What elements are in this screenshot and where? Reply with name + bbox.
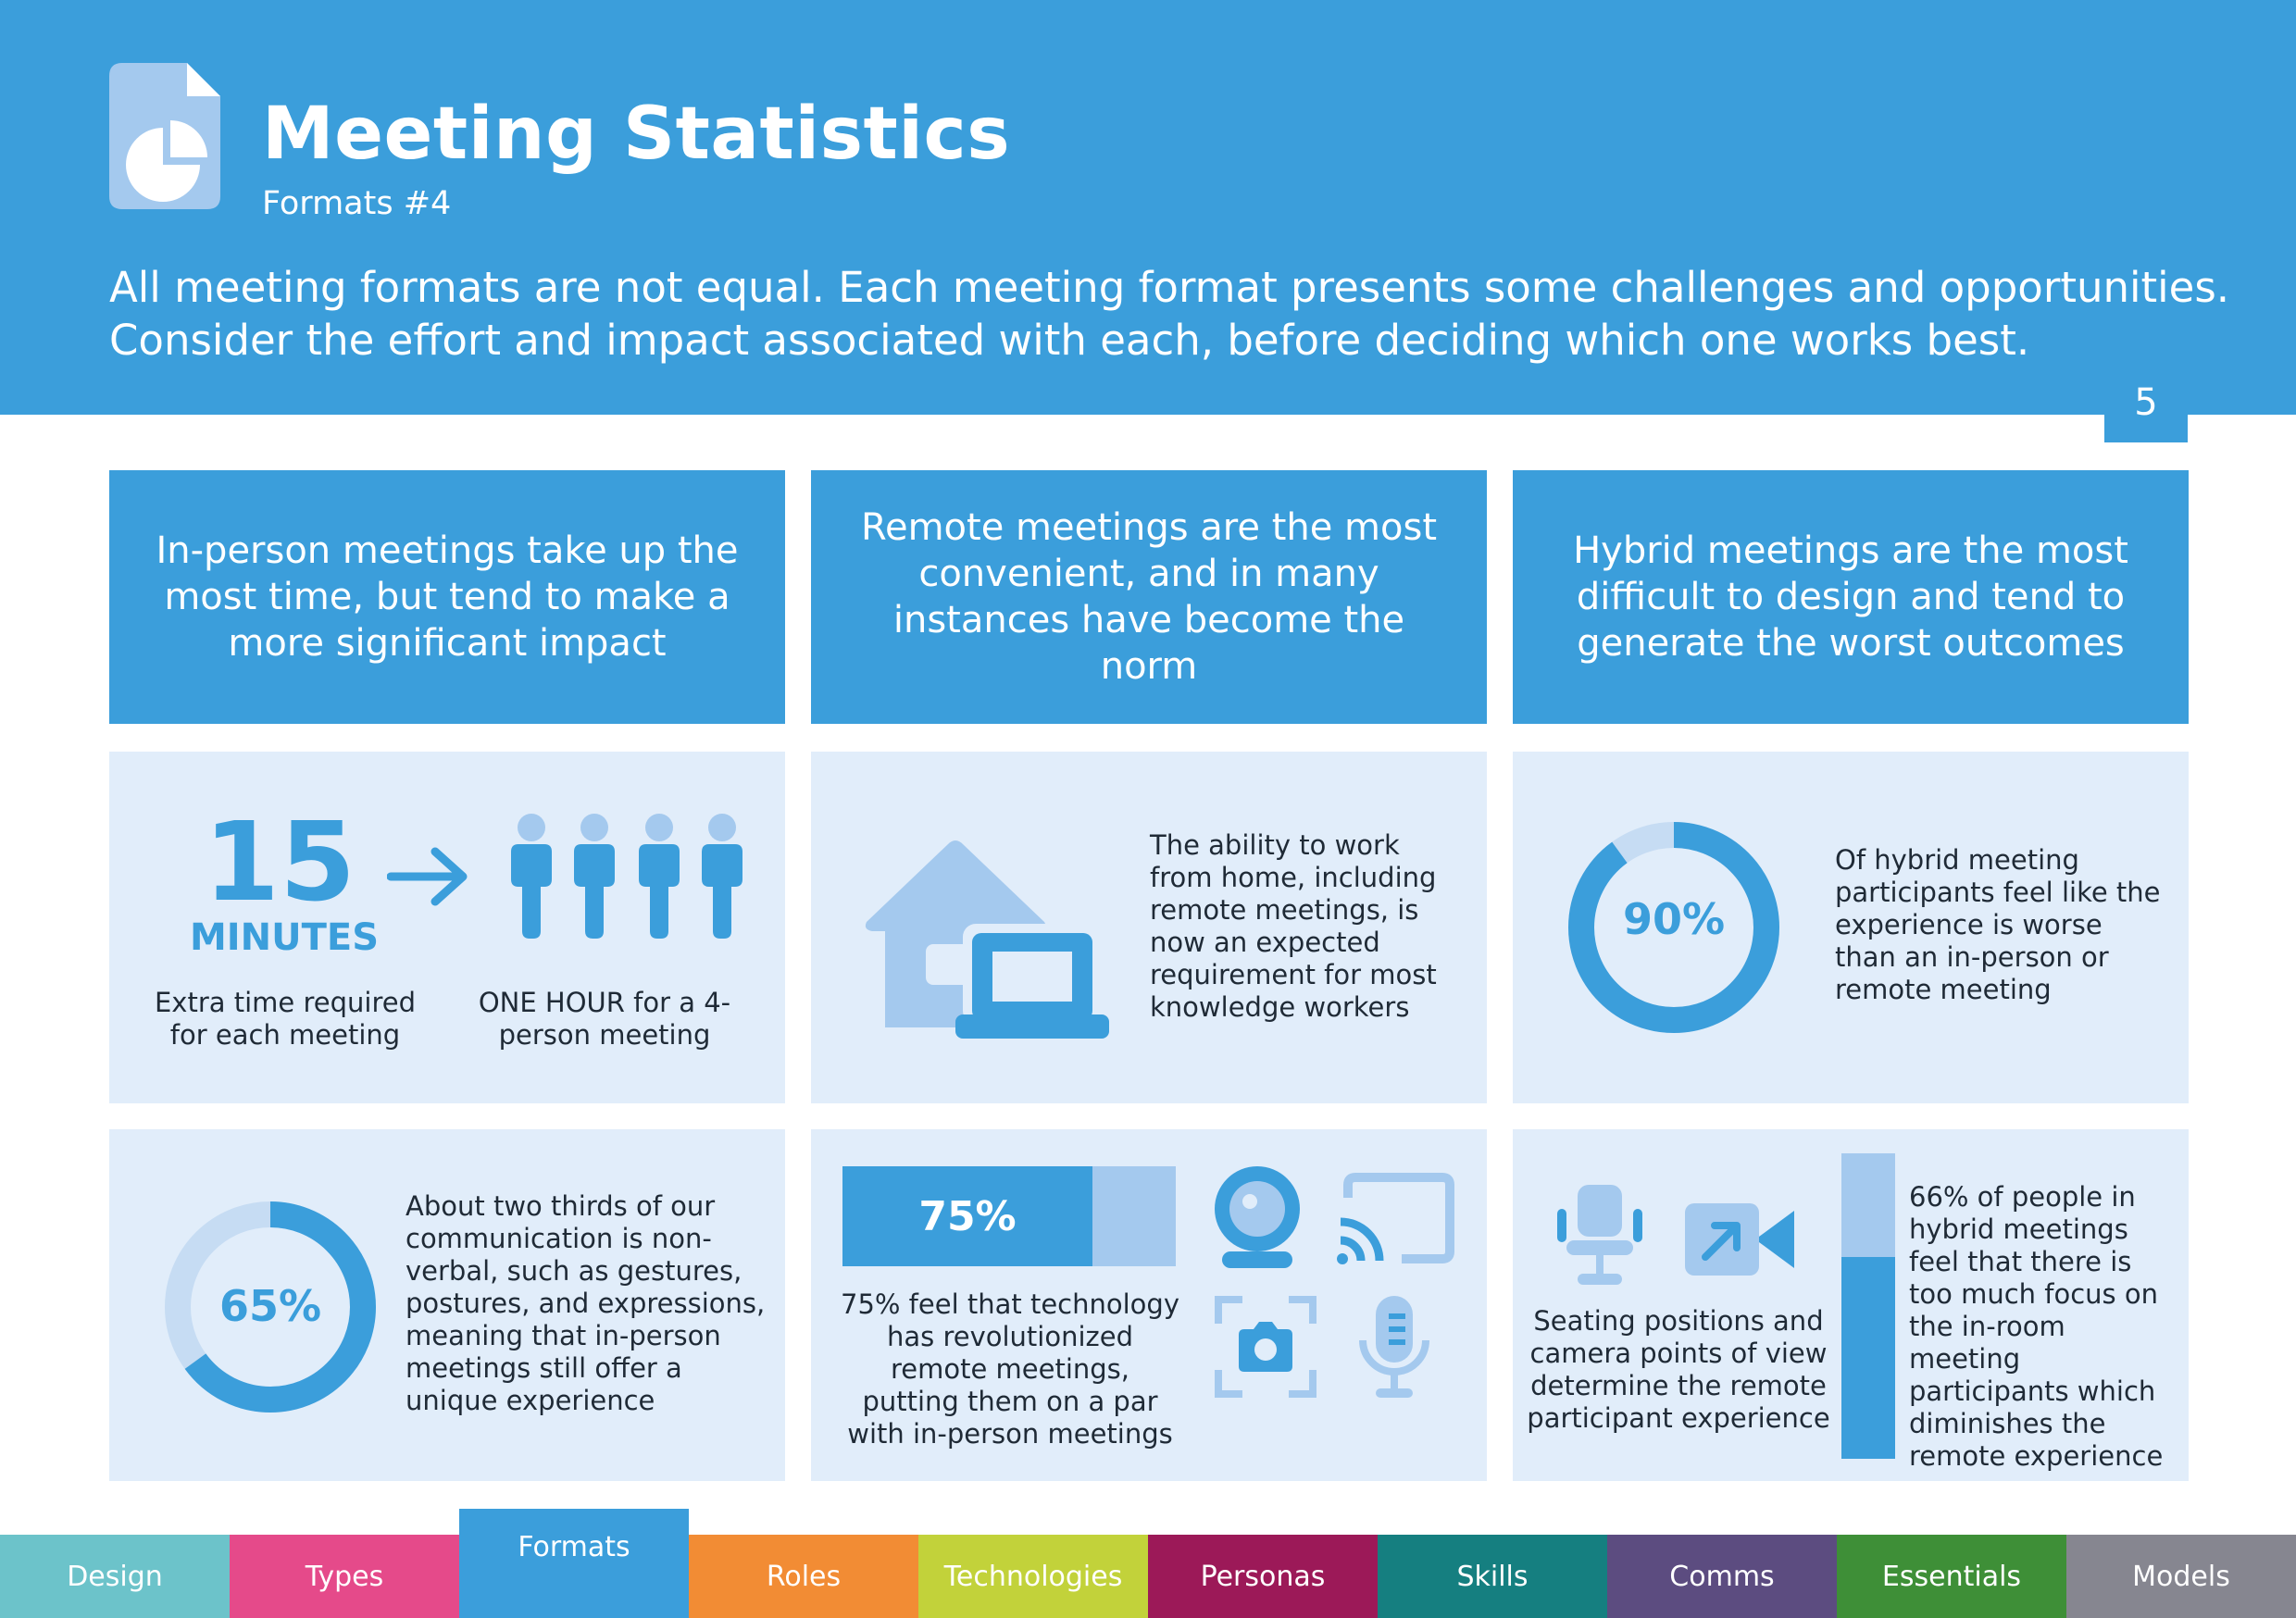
tab-roles[interactable]: Roles <box>689 1535 918 1618</box>
person-icon <box>574 814 615 939</box>
caption-seating: Seating positions and camera points of v… <box>1527 1305 1830 1434</box>
panel-technology: 75% 75% feel that technology has revolut… <box>811 1129 1487 1481</box>
person-icon <box>702 814 742 939</box>
bar-75-track: 75% <box>842 1166 1176 1266</box>
page-subtitle: Formats #4 <box>262 185 452 222</box>
tab-technologies[interactable]: Technologies <box>918 1535 1148 1618</box>
intro-line-1: All meeting formats are not equal. Each … <box>109 263 2230 312</box>
page-title: Meeting Statistics <box>262 93 1011 176</box>
tab-comms[interactable]: Comms <box>1607 1535 1837 1618</box>
heading-hybrid: Hybrid meetings are the most difficult t… <box>1513 470 2189 724</box>
caption-technology: 75% feel that technology has revolutioni… <box>841 1288 1179 1450</box>
bar-66-fill <box>1841 1257 1895 1459</box>
microphone-icon <box>1359 1296 1429 1398</box>
panel-extra-time: 15 MINUTES Extra time required for each … <box>109 752 785 1103</box>
heading-in-person: In-person meetings take up the most time… <box>109 470 785 724</box>
tab-essentials[interactable]: Essentials <box>1837 1535 2066 1618</box>
panel-hybrid-worse: 90% Of hybrid meeting participants feel … <box>1513 752 2189 1103</box>
caption-hybrid-focus: 66% of people in hybrid meetings feel th… <box>1909 1181 2164 1472</box>
tab-models[interactable]: Models <box>2066 1535 2296 1618</box>
stat-unit-minutes: MINUTES <box>189 916 380 959</box>
caption-remote-work: The ability to work from home, including… <box>1150 829 1437 1023</box>
bar-75-fill: 75% <box>842 1166 1092 1266</box>
header-banner: Meeting Statistics Formats #4 All meetin… <box>0 0 2296 415</box>
tab-personas[interactable]: Personas <box>1148 1535 1378 1618</box>
person-icon <box>511 814 552 939</box>
tab-skills[interactable]: Skills <box>1378 1535 1607 1618</box>
document-chart-icon <box>109 63 220 209</box>
stat-value-15: 15 <box>203 798 356 926</box>
panel-nonverbal: 65% About two thirds of our communicatio… <box>109 1129 785 1481</box>
caption-extra-time: Extra time required for each meeting <box>154 987 416 1051</box>
people-group-icon <box>511 814 742 939</box>
footer-nav: Design Types Formats Roles Technologies Perso… <box>0 1509 2296 1618</box>
video-camera-icon <box>1685 1203 1794 1276</box>
tab-types[interactable]: Types <box>230 1535 459 1618</box>
panel-remote-work: The ability to work from home, including… <box>811 752 1487 1103</box>
intro-text: All meeting formats are not equal. Each … <box>109 261 2239 367</box>
caption-nonverbal: About two thirds of our communication is… <box>406 1190 766 1416</box>
page-number: 5 <box>2104 370 2188 442</box>
stat-value-90: 90% <box>1622 894 1726 944</box>
camera-frame-icon <box>1215 1296 1316 1398</box>
house-laptop-icon <box>865 840 1109 1039</box>
tab-formats[interactable]: Formats <box>459 1509 689 1618</box>
stat-value-65: 65% <box>218 1281 322 1331</box>
office-chair-icon <box>1557 1185 1642 1285</box>
webcam-icon <box>1215 1166 1300 1268</box>
donut-65 <box>165 1201 376 1413</box>
donut-90 <box>1568 822 1779 1033</box>
bar-66-track <box>1841 1153 1895 1459</box>
intro-line-2: Consider the effort and impact associate… <box>109 316 2030 365</box>
tab-design[interactable]: Design <box>0 1535 230 1618</box>
panel-hybrid-focus: Seating positions and camera points of v… <box>1513 1129 2189 1481</box>
person-icon <box>639 814 680 939</box>
cast-icon <box>1337 1173 1454 1264</box>
arrow-right-icon <box>387 847 468 906</box>
caption-one-hour: ONE HOUR for a 4-person meeting <box>478 987 731 1051</box>
heading-remote: Remote meetings are the most convenient,… <box>811 470 1487 724</box>
stat-value-75: 75% <box>918 1192 1017 1240</box>
caption-hybrid-worse: Of hybrid meeting participants feel like… <box>1835 844 2161 1005</box>
